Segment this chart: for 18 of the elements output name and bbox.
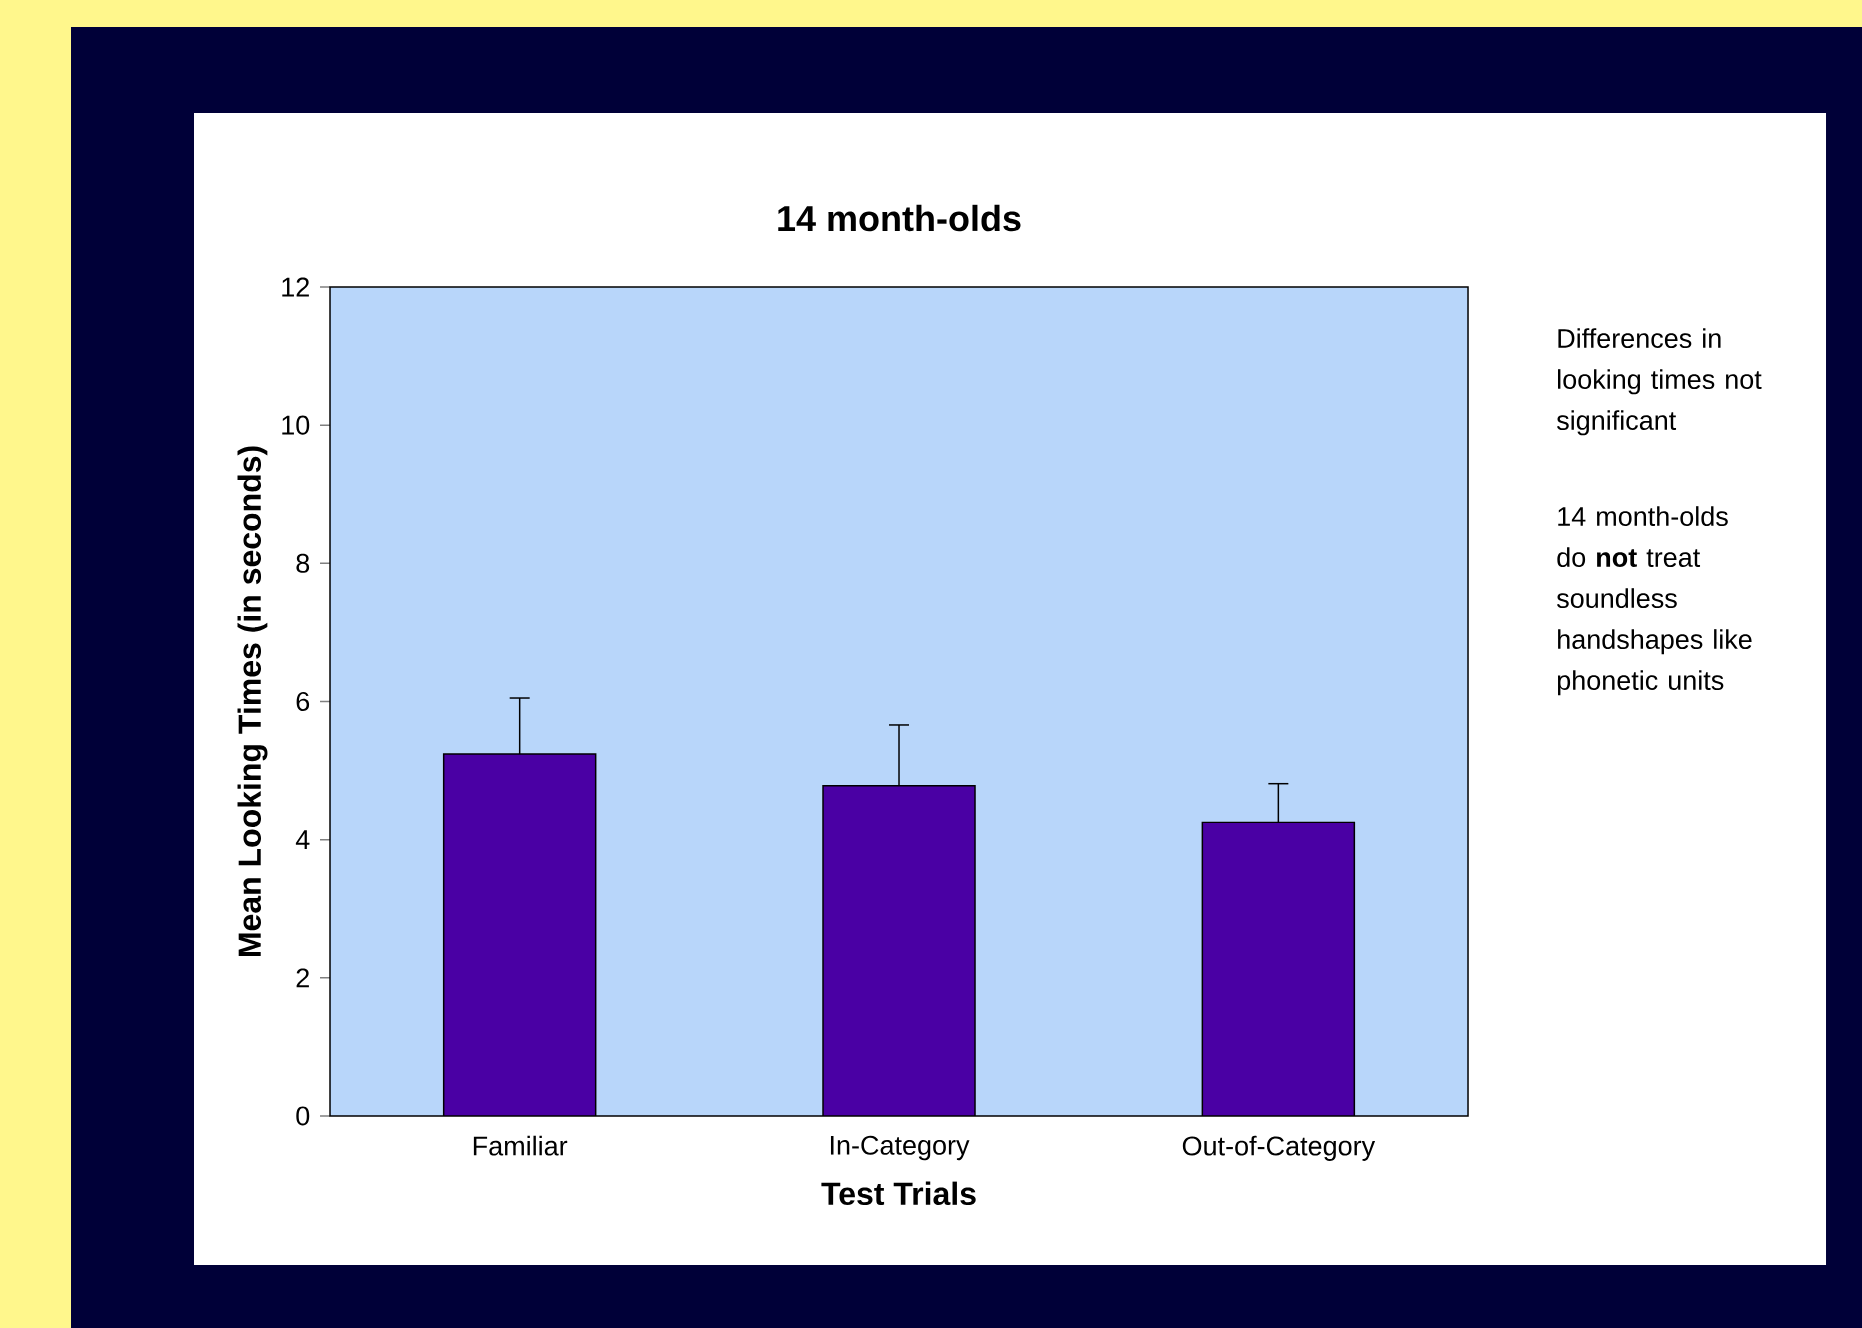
y-axis-title: Mean Looking Times (in seconds) xyxy=(237,446,268,956)
x-tick-label: Out-of-Category xyxy=(1182,1135,1376,1161)
y-tick-label: 4 xyxy=(295,830,310,849)
text: Differences in looking times not significant xyxy=(1556,328,1762,436)
y-tick-label: 6 xyxy=(296,691,310,712)
y-tick-label: 10 xyxy=(282,415,310,435)
chart-title: 14 month-olds xyxy=(778,204,1021,232)
y-tick-label: 12 xyxy=(282,277,309,297)
bar xyxy=(442,753,597,1116)
text: 14 month-olds do not treat soundless handshapes like phonetic units xyxy=(1556,506,1752,696)
bar xyxy=(822,785,976,1116)
x-tick-label: Familiar xyxy=(473,1135,568,1156)
bar xyxy=(1201,821,1356,1116)
y-tick-label: 8 xyxy=(296,553,310,573)
x-tick-label: In-Category xyxy=(830,1135,970,1161)
y-tick-label: 0 xyxy=(296,1106,310,1126)
x-axis-title: Test Trials xyxy=(821,1181,976,1206)
y-tick-label: 2 xyxy=(296,968,309,988)
